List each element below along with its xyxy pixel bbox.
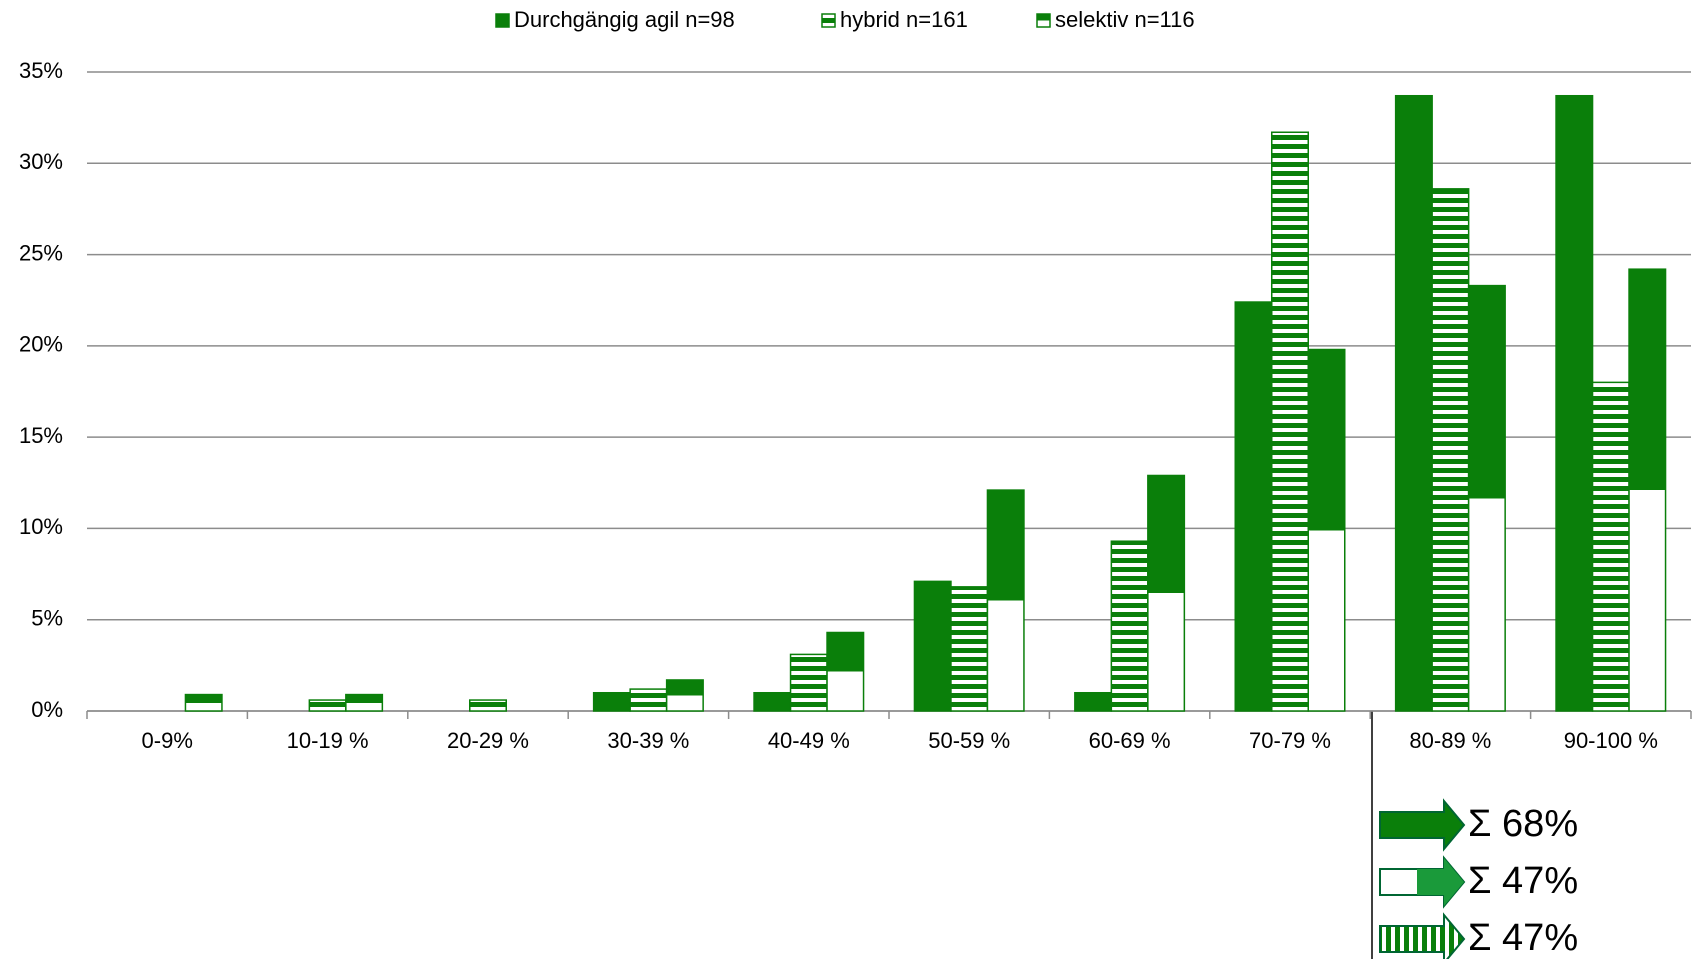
bar [469, 699, 507, 712]
x-tick-label: 90-100 % [1564, 728, 1658, 753]
legend-label: hybrid n=161 [840, 7, 968, 32]
bar [592, 691, 631, 712]
bar [1467, 284, 1506, 712]
bar [1110, 540, 1149, 712]
y-tick-label: 30% [19, 149, 63, 174]
bar [789, 653, 828, 712]
y-tick-label: 35% [19, 58, 63, 83]
bar [753, 691, 792, 712]
bar [950, 586, 989, 712]
y-tick-label: 0% [31, 697, 63, 722]
arrow-striped [1379, 912, 1466, 959]
annotation-icons [1371, 711, 1466, 959]
arrow-solid [1379, 798, 1466, 852]
bar [913, 580, 952, 712]
annotation: Σ 47% [1468, 860, 1578, 902]
y-tick-label: 10% [19, 514, 63, 539]
bar [1074, 691, 1113, 712]
bar [184, 693, 223, 712]
x-tick-label: 10-19 % [287, 728, 369, 753]
x-tick-label: 30-39 % [607, 728, 689, 753]
bar [345, 693, 384, 712]
legend-label: selektiv n=116 [1055, 7, 1195, 32]
x-tick-label: 0-9% [142, 728, 193, 753]
x-tick-label: 40-49 % [768, 728, 850, 753]
bar [986, 489, 1025, 712]
bar [1628, 268, 1667, 712]
x-tick-label: 50-59 % [928, 728, 1010, 753]
legend-swatch [821, 13, 836, 28]
bar [308, 699, 347, 712]
bar [1307, 348, 1346, 712]
bar [1394, 94, 1433, 712]
bar [629, 688, 668, 712]
bar [1234, 301, 1273, 712]
bar [665, 679, 704, 712]
annotation: Σ 68% [1468, 803, 1578, 845]
legend-label: Durchgängig agil n=98 [514, 7, 735, 32]
x-tick-label: 20-29 % [447, 728, 529, 753]
bar [1147, 474, 1186, 712]
legend-swatch [495, 13, 510, 28]
bar [1271, 131, 1309, 712]
y-tick-label: 25% [19, 240, 63, 265]
bar [1431, 188, 1470, 712]
x-tick-label: 70-79 % [1249, 728, 1331, 753]
x-tick-label: 80-89 % [1409, 728, 1491, 753]
annotation: Σ 47% [1468, 917, 1578, 959]
y-tick-label: 5% [31, 606, 63, 631]
bar [826, 631, 865, 712]
x-tick-label: 60-69 % [1089, 728, 1171, 753]
bar [1591, 381, 1630, 712]
arrow-white-tip [1417, 858, 1464, 906]
y-tick-label: 15% [19, 423, 63, 448]
legend-swatch [1036, 13, 1051, 28]
bar [1555, 94, 1594, 712]
y-tick-label: 20% [19, 332, 63, 357]
